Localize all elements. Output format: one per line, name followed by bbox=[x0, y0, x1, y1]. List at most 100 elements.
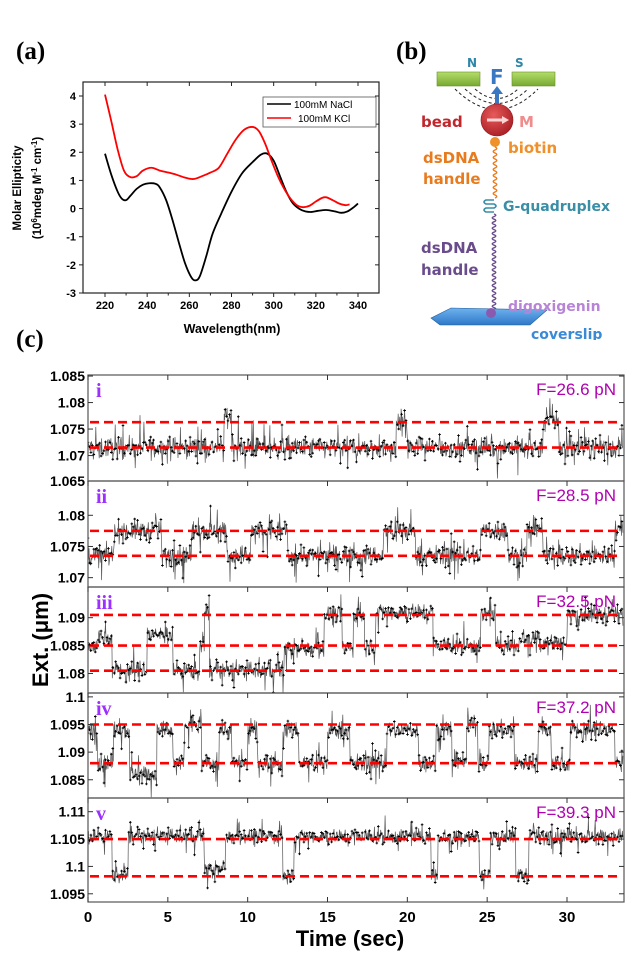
y-tick-label-a: -2 bbox=[66, 260, 76, 272]
dsdna-top-label-line1: dsDNA bbox=[423, 149, 480, 167]
y-tick-label-a: -3 bbox=[66, 288, 76, 300]
y-tick-label-c: 1.085 bbox=[50, 772, 85, 788]
series-line-kcl bbox=[104, 94, 350, 209]
y-tick-label-c: 1.065 bbox=[50, 473, 85, 489]
subplot-iii bbox=[88, 594, 624, 693]
y-tick-label-a: 0 bbox=[70, 204, 76, 216]
biotin-label: biotin bbox=[508, 139, 557, 157]
legend-box bbox=[262, 96, 377, 128]
subplot-frame-v bbox=[87, 797, 625, 903]
moment-label: M bbox=[519, 113, 534, 131]
x-tick-label-c: 30 bbox=[559, 909, 576, 926]
digoxigenin-sphere bbox=[486, 308, 496, 318]
y-tick-label-c: 1.08 bbox=[58, 665, 85, 681]
force-arrowhead bbox=[491, 86, 503, 94]
biotin-sphere bbox=[490, 137, 500, 147]
y-tick-label-c: 1.075 bbox=[50, 538, 85, 554]
subplot-iv bbox=[88, 704, 624, 798]
force-label: F=39.3 pN bbox=[536, 803, 616, 822]
dsdna-top-label-line2: handle bbox=[423, 170, 481, 188]
panel-label-a: (a) bbox=[16, 38, 46, 65]
legend-a: 100mM NaCl 100mM KCl bbox=[262, 96, 377, 128]
subplot-id-label: ii bbox=[96, 486, 108, 508]
subplot-id-label: i bbox=[96, 380, 102, 402]
y-tick-label-c: 1.08 bbox=[58, 507, 85, 523]
x-tick-label-c: 20 bbox=[399, 909, 416, 926]
y-axis-label-a-line2: (106mdeg M-1 cm-1) bbox=[30, 137, 44, 240]
extension-trace bbox=[88, 398, 624, 479]
x-axis-label-a: Wavelength(nm) bbox=[184, 322, 281, 336]
dsdna-handle-top bbox=[492, 146, 498, 199]
g-quadruplex-label: G-quadruplex bbox=[503, 199, 610, 215]
force-label: F=32.5 pN bbox=[536, 592, 616, 611]
trace-markers bbox=[88, 816, 624, 890]
y-tick-label-c: 1.1 bbox=[66, 689, 86, 705]
dsdna-bottom-label-line1: dsDNA bbox=[421, 239, 478, 257]
x-tick-label-a: 280 bbox=[222, 300, 240, 312]
y-tick-label-c: 1.09 bbox=[58, 610, 85, 626]
dsdna-bottom-label-line2: handle bbox=[421, 261, 479, 279]
y-tick-label-c: 1.095 bbox=[50, 886, 85, 902]
x-axis-label-c: Time (sec) bbox=[296, 926, 404, 951]
legend-label-kcl: 100mM KCl bbox=[298, 114, 350, 125]
series-line-nacl bbox=[104, 152, 359, 282]
subplot-id-label: iv bbox=[96, 698, 112, 720]
y-axis-label-a-line1: Molar Ellipticity bbox=[12, 145, 24, 231]
y-tick-label-c: 1.085 bbox=[50, 638, 85, 654]
x-tick-label-a: 260 bbox=[180, 300, 198, 312]
y-tick-label-c: 1.095 bbox=[50, 717, 85, 733]
y-tick-label-c: 1.1 bbox=[66, 858, 86, 874]
panel-label-b: (b) bbox=[396, 38, 427, 65]
coverslip-label: coverslip bbox=[531, 327, 602, 340]
trace-markers bbox=[88, 714, 624, 787]
y-tick-label-c: 1.105 bbox=[50, 831, 85, 847]
bead-label: bead bbox=[421, 113, 463, 131]
x-tick-label-c: 5 bbox=[164, 909, 172, 926]
y-tick-label-a: 1 bbox=[70, 175, 76, 187]
cd-spectrum-chart: 220 240 260 280 300 320 340 -3 -2 -1 0 1 2 3 4 100mM … bbox=[12, 81, 380, 336]
y-tick-label-a: -1 bbox=[66, 232, 76, 244]
digoxigenin-label: digoxigenin bbox=[508, 299, 601, 315]
moment-arrowhead bbox=[502, 116, 509, 124]
subplot-ii bbox=[88, 504, 624, 584]
x-tick-label-c: 10 bbox=[239, 909, 256, 926]
subplot-i bbox=[88, 398, 624, 479]
force-label: F bbox=[490, 65, 504, 89]
x-tick-label-a: 340 bbox=[349, 300, 367, 312]
magnet-s-label: S bbox=[515, 56, 524, 70]
x-tick-label-a: 320 bbox=[307, 300, 325, 312]
extension-trace bbox=[88, 704, 624, 798]
y-tick-label-c: 1.07 bbox=[58, 448, 85, 464]
magnet-south bbox=[511, 71, 556, 87]
subplot-id-label: v bbox=[96, 803, 106, 825]
x-tick-label-a: 220 bbox=[96, 300, 114, 312]
x-tick-label-a: 240 bbox=[138, 300, 156, 312]
y-tick-label-c: 1.09 bbox=[58, 744, 85, 760]
force-label: F=37.2 pN bbox=[536, 698, 616, 717]
subplot-id-label: iii bbox=[96, 592, 113, 614]
x-tick-label-c: 0 bbox=[84, 909, 92, 926]
legend-label-nacl: 100mM NaCl bbox=[294, 100, 352, 111]
dsdna-handle-bottom bbox=[491, 213, 497, 311]
y-tick-label-a: 4 bbox=[70, 91, 77, 103]
force-label: F=26.6 pN bbox=[536, 380, 616, 399]
y-tick-label-a: 3 bbox=[70, 119, 76, 131]
magnet-north bbox=[436, 71, 481, 87]
y-tick-label-a: 2 bbox=[70, 147, 76, 159]
x-tick-label-c: 25 bbox=[479, 909, 496, 926]
x-tick-label-c: 15 bbox=[319, 909, 336, 926]
y-tick-label-c: 1.11 bbox=[59, 804, 86, 820]
x-tick-label-a: 300 bbox=[264, 300, 282, 312]
panel-label-c: (c) bbox=[16, 326, 44, 353]
force-label: F=28.5 pN bbox=[536, 486, 616, 505]
subplot-v bbox=[88, 815, 624, 890]
magnetic-tweezers-diagram: N S F bead M biotin dsDNA handle G-quadr… bbox=[421, 56, 610, 340]
extension-trace bbox=[88, 506, 624, 584]
y-tick-label-c: 1.07 bbox=[58, 570, 85, 586]
y-tick-label-c: 1.075 bbox=[50, 421, 85, 437]
y-tick-label-c: 1.085 bbox=[50, 368, 85, 384]
y-axis-label-c: Ext. (μm) bbox=[28, 593, 53, 687]
y-tick-label-c: 1.08 bbox=[58, 395, 85, 411]
g-quadruplex-structure bbox=[483, 199, 497, 213]
